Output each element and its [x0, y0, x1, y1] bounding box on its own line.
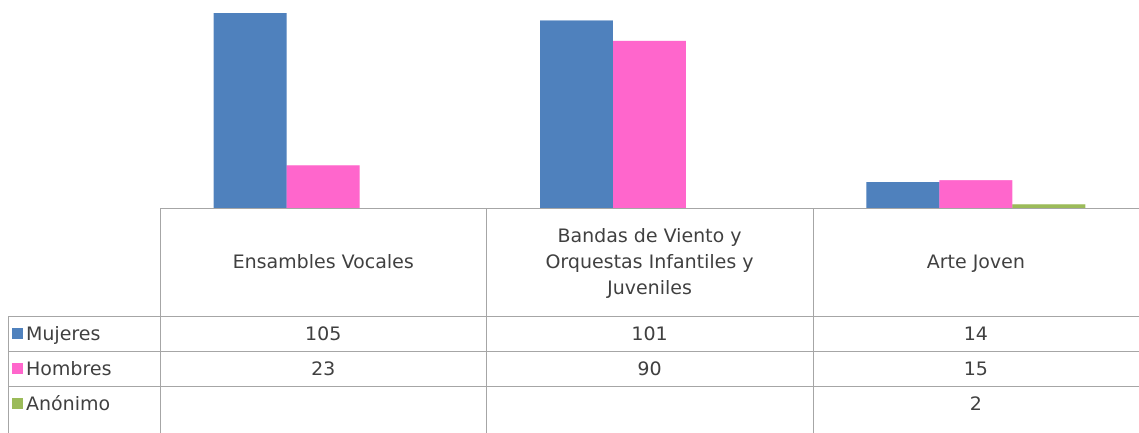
- legend-item: Hombres: [8, 351, 160, 386]
- legend-key: [12, 328, 23, 339]
- legend-label: Anónimo: [26, 392, 111, 415]
- table-line: [8, 351, 1139, 352]
- bar: [866, 182, 940, 208]
- legend-item: Mujeres: [8, 316, 160, 351]
- bar: [213, 13, 287, 208]
- table-line: [8, 316, 1139, 317]
- category-label: Ensambles Vocales: [232, 251, 414, 273]
- bar: [540, 20, 613, 208]
- table-line: [486, 208, 488, 433]
- data-label: 90: [637, 357, 662, 380]
- table-line: [160, 208, 1139, 209]
- table-line: [8, 316, 9, 433]
- bar: [939, 180, 1013, 208]
- table-line: [160, 208, 161, 433]
- legend-label: Hombres: [26, 357, 112, 380]
- category-label: Bandas de Viento y Orquestas Infantiles …: [545, 225, 754, 299]
- table-line: [8, 386, 1139, 387]
- bar: [613, 40, 686, 208]
- data-label: 23: [311, 357, 336, 380]
- data-label: 105: [305, 322, 342, 345]
- data-label: 101: [631, 322, 668, 345]
- bar: [1012, 204, 1086, 208]
- table-line: [812, 208, 814, 433]
- legend-label: Mujeres: [26, 322, 101, 345]
- legend-key: [12, 398, 23, 409]
- data-label: 2: [969, 392, 982, 415]
- data-label: 14: [963, 322, 988, 345]
- legend-key: [12, 363, 23, 374]
- data-label: 15: [963, 357, 988, 380]
- category-label: Arte Joven: [926, 251, 1025, 273]
- bar: [286, 165, 360, 208]
- legend-item: Anónimo: [8, 386, 160, 421]
